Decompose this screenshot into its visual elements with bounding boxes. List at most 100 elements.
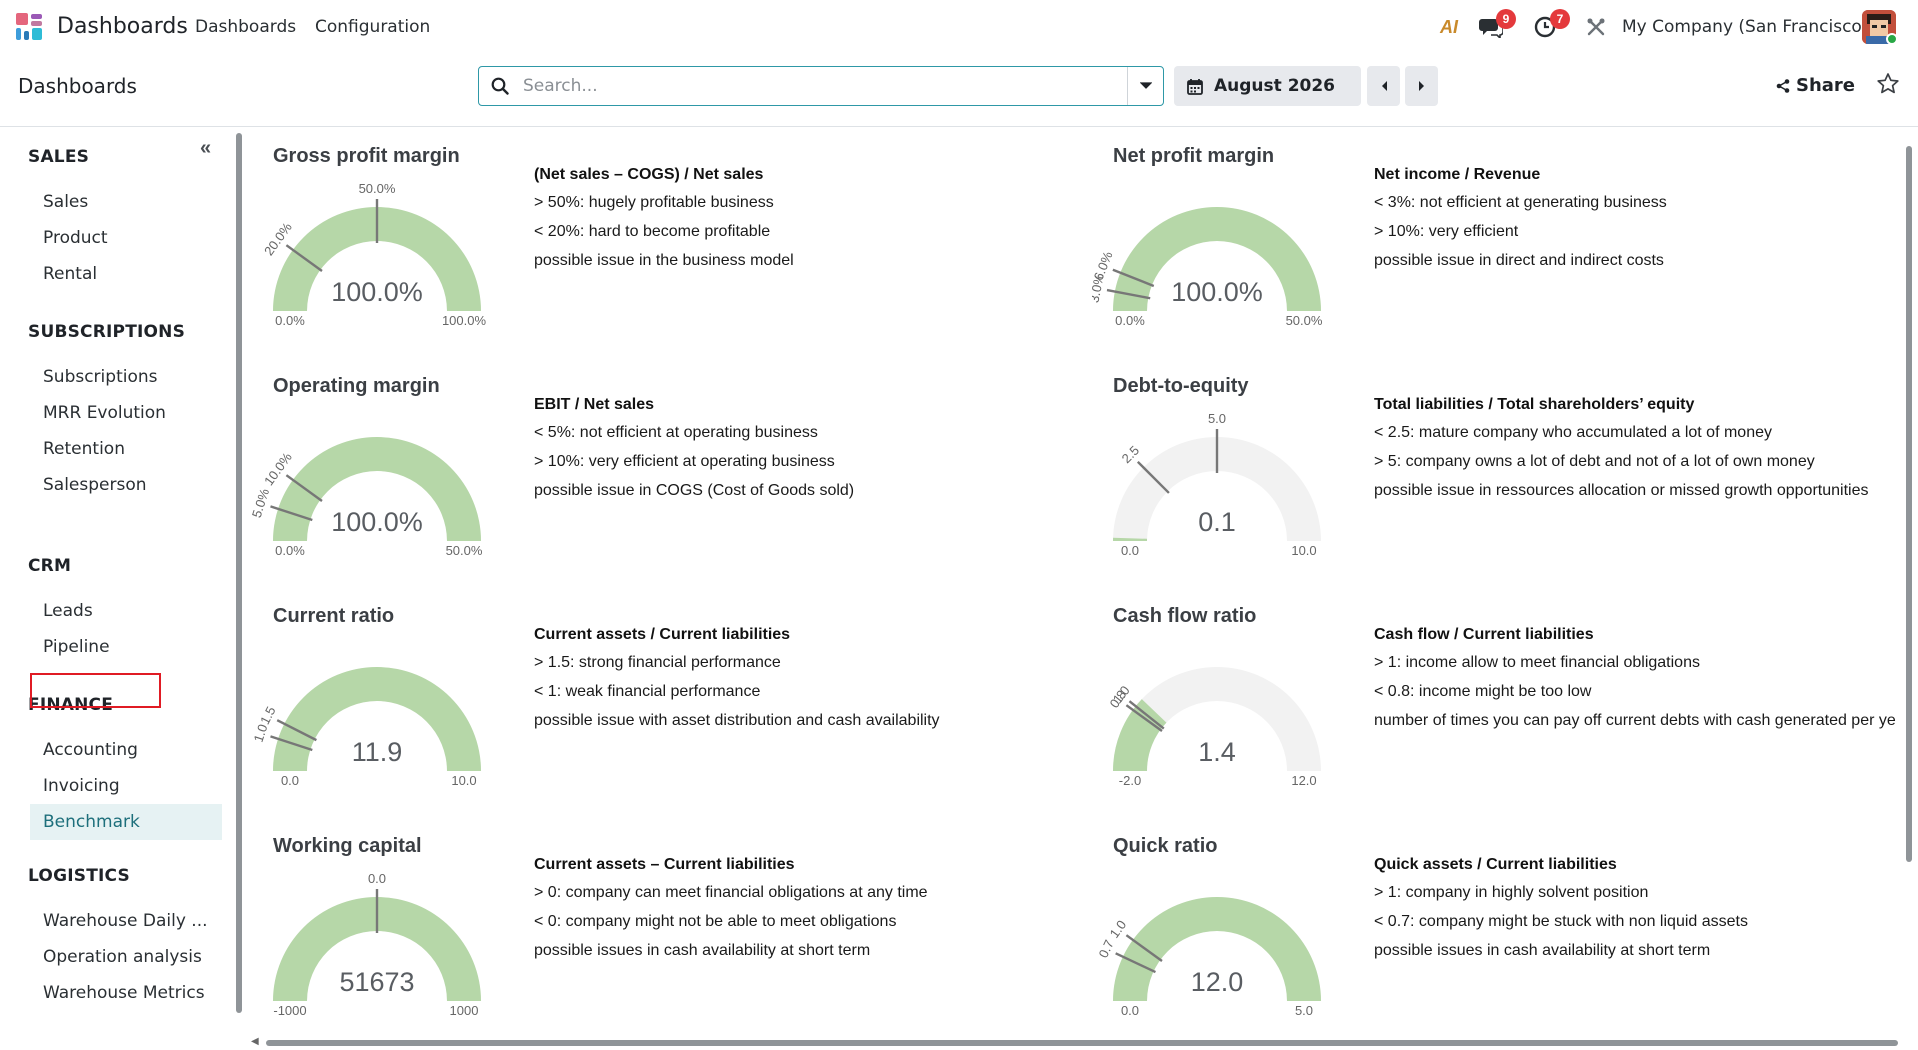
sidebar-item-warehouse-daily[interactable]: Warehouse Daily ... (43, 911, 208, 931)
description-line: possible issue in COGS (Cost of Goods so… (534, 482, 855, 499)
gauge-threshold-label: 1.0 (1107, 917, 1130, 940)
card-description: Current assets – Current liabilities > 0:… (534, 852, 1094, 965)
description-line: possible issues in cash availability at … (534, 942, 871, 959)
gauge-card-debt-to-equity[interactable]: Debt-to-equity 2.5 5.0 0.1 0.0 10.0 Total liab… (1086, 357, 1886, 587)
gauge-card-operating-margin[interactable]: Operating margin 5.0% 10.0% 100.0% 0.0% 50.0%… (246, 357, 1046, 587)
menu-configuration[interactable]: Configuration (315, 17, 431, 37)
sidebar-item-sales[interactable]: Sales (43, 192, 89, 212)
sidebar-item-rental[interactable]: Rental (43, 264, 98, 284)
gauge-card-gross-profit-margin[interactable]: Gross profit margin 20.0% 50.0% 100.0% 0.0% 1… (246, 127, 1046, 357)
sidebar-item-invoicing[interactable]: Invoicing (43, 776, 120, 796)
date-filter-button[interactable]: August 2026 (1174, 66, 1361, 106)
gauge-value: 0.1 (1198, 507, 1236, 537)
messages-icon[interactable]: 9 (1478, 9, 1516, 40)
gauge-card-net-profit-margin[interactable]: Net profit margin 3.0% 6.0% 100.0% 0.0% 50.0%… (1086, 127, 1886, 357)
sidebar-section-finance: FINANCE (28, 695, 114, 715)
sidebar-item-subscriptions[interactable]: Subscriptions (43, 367, 158, 387)
favorite-star-icon[interactable] (1876, 72, 1900, 101)
top-navbar: Dashboards Dashboards Configuration AI 9… (0, 0, 1918, 54)
gauge-threshold-label: 0.0 (368, 871, 386, 886)
sidebar-section-logistics: LOGISTICS (28, 866, 130, 886)
next-period-button[interactable] (1405, 66, 1438, 106)
date-filter-label: August 2026 (1214, 76, 1336, 96)
description-line: possible issue in the business model (534, 252, 794, 269)
sidebar-item-warehouse-metrics[interactable]: Warehouse Metrics (43, 983, 205, 1003)
share-button[interactable]: Share (1776, 75, 1855, 96)
online-status-dot (1886, 33, 1898, 45)
gauge-max-label: 10.0 (1291, 543, 1316, 557)
gauge-chart: 0.81.01.4-2.0 12.0 (1107, 666, 1321, 787)
description-line: > 1: income allow to meet financial obli… (1374, 654, 1700, 671)
gauge-threshold-label: 0.7 (1096, 937, 1117, 960)
ai-label: AI (1440, 16, 1458, 37)
app-title[interactable]: Dashboards (57, 14, 188, 39)
gauge-threshold-label: 6.0% (1092, 249, 1116, 282)
company-switcher[interactable]: My Company (San Francisco) (1622, 17, 1869, 37)
gauge-threshold-tick (1106, 288, 1151, 300)
gauge-threshold-label: 5.0% (252, 486, 272, 519)
gauge-card-current-ratio[interactable]: Current ratio 1.0 1.5 11.9 0.0 10.0 Current as… (246, 587, 1046, 817)
formula-title: Net income / Revenue (1374, 166, 1541, 183)
search-options-toggle[interactable] (1127, 67, 1163, 105)
gauge-chart: 2.55.00.10.0 10.0 (1113, 411, 1321, 557)
gauge-card-cash-flow-ratio[interactable]: Cash flow ratio 0.8 1.0 1.4 -2.0 12.0 Cash flo… (1086, 587, 1896, 817)
gauge-value: 100.0% (331, 277, 423, 307)
previous-period-button[interactable] (1367, 66, 1400, 106)
search-input[interactable] (523, 73, 1103, 99)
sidebar-item-product[interactable]: Product (43, 228, 108, 248)
card-description: Total liabilities / Total shareholders’ … (1374, 392, 1896, 505)
sidebar-item-salesperson[interactable]: Salesperson (43, 475, 147, 495)
gauge-threshold-tick (285, 474, 323, 503)
scroll-left-arrow-icon[interactable]: ◀ (251, 1036, 259, 1047)
sidebar-item-retention[interactable]: Retention (43, 439, 125, 459)
sidebar-item-pipeline[interactable]: Pipeline (43, 637, 110, 657)
gauge-threshold-label: 1.5 (257, 704, 279, 727)
description-line: possible issues in cash availability at … (1374, 942, 1711, 959)
activities-clock-icon[interactable]: 7 (1532, 9, 1570, 40)
collapse-sidebar-icon[interactable]: « (200, 137, 212, 159)
gauge-track (1113, 436, 1321, 541)
gauge-threshold-tick (1112, 268, 1155, 288)
share-label: Share (1796, 75, 1856, 96)
card-description: Quick assets / Current liabilities > 1: c… (1374, 852, 1896, 965)
card-title: Current ratio (273, 605, 395, 627)
dashboards-app-icon[interactable] (16, 13, 44, 41)
gauge-min-label: 0.0% (275, 313, 305, 327)
tools-icon[interactable] (1583, 14, 1609, 40)
sidebar-item-mrr-evolution[interactable]: MRR Evolution (43, 403, 166, 423)
gauge-fill (273, 896, 481, 1001)
formula-title: Current assets – Current liabilities (534, 856, 795, 873)
dashboards-sidebar: « SALES Sales Product Rental SUBSCRIPTIONS Su… (0, 127, 236, 1050)
description-line: < 0.7: company might be stuck with non l… (1374, 913, 1748, 930)
gauge-min-label: 0.0 (281, 773, 299, 787)
sidebar-item-operation-analysis[interactable]: Operation analysis (43, 947, 202, 967)
description-line: < 1: weak financial performance (534, 683, 761, 700)
search-icon (491, 77, 509, 100)
ai-icon[interactable]: AI (1436, 14, 1462, 40)
gauge-threshold-tick (285, 244, 323, 273)
card-title: Operating margin (273, 375, 440, 397)
sidebar-item-leads[interactable]: Leads (43, 601, 93, 621)
gauge-value: 1.4 (1198, 737, 1236, 767)
sidebar-item-benchmark[interactable]: Benchmark (30, 804, 222, 840)
gauge-threshold-label: 50.0% (359, 181, 396, 196)
gauge-max-label: 50.0% (1286, 313, 1323, 327)
card-title: Debt-to-equity (1113, 375, 1249, 397)
formula-title: Total liabilities / Total shareholders’ … (1374, 396, 1695, 413)
gauge-value: 100.0% (1171, 277, 1263, 307)
gauge-max-label: 50.0% (446, 543, 483, 557)
description-line: < 2.5: mature company who accumulated a … (1374, 424, 1772, 441)
gauge-card-quick-ratio[interactable]: Quick ratio 0.7 1.0 12.0 0.0 5.0 Quick assets … (1086, 817, 1886, 1037)
gauge-max-label: 100.0% (442, 313, 487, 327)
gauge-min-label: -1000 (273, 1003, 306, 1017)
menu-dashboards[interactable]: Dashboards (195, 17, 297, 37)
description-line: > 10%: very efficient (1374, 223, 1519, 240)
search-bar[interactable] (478, 66, 1164, 106)
gauge-card-working-capital[interactable]: Working capital 0.0 51673 -1000 1000 Current … (246, 817, 1046, 1037)
sidebar-item-accounting[interactable]: Accounting (43, 740, 138, 760)
horizontal-scrollbar-thumb[interactable] (266, 1040, 1898, 1046)
vertical-scrollbar-thumb[interactable] (1906, 146, 1912, 862)
card-description: EBIT / Net sales < 5%: not efficient at o… (534, 392, 1094, 505)
formula-title: Current assets / Current liabilities (534, 626, 791, 643)
sidebar-scrollbar-thumb[interactable] (236, 133, 242, 1013)
